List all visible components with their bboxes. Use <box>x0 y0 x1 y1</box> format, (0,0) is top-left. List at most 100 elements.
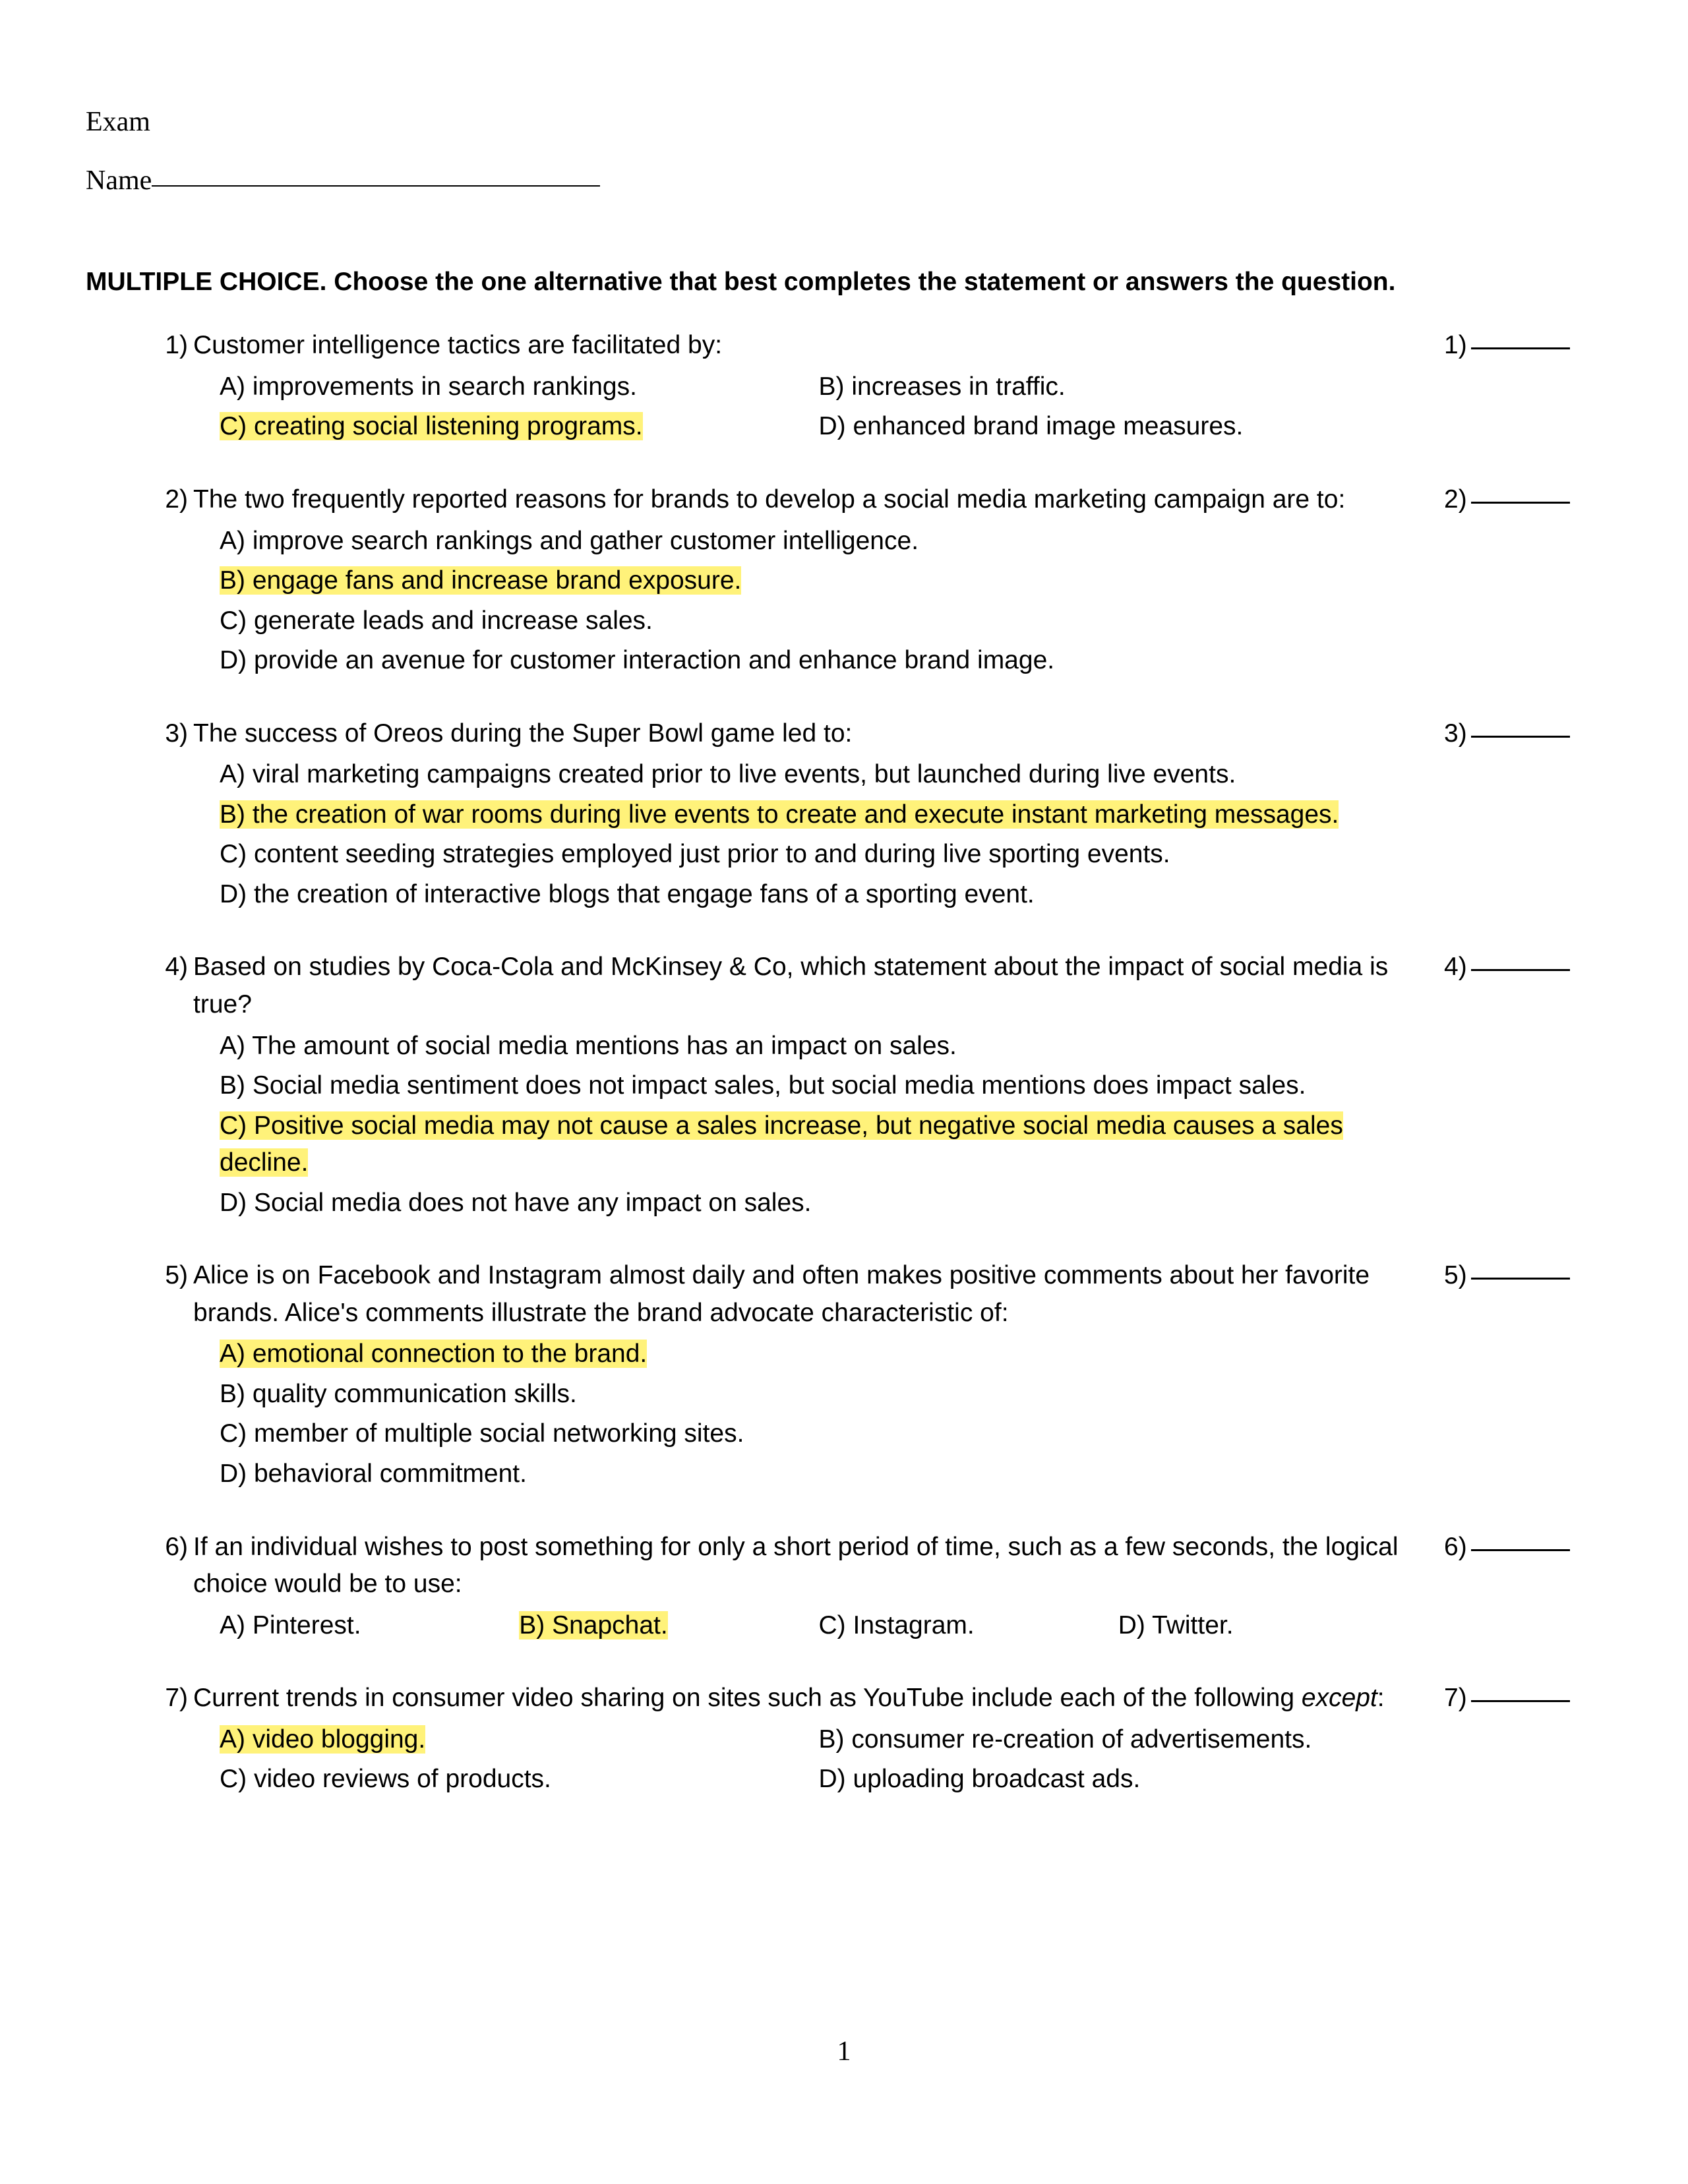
question-number: 3) <box>86 715 193 916</box>
question-number: 7) <box>86 1680 193 1801</box>
answer-number: 7) <box>1444 1684 1467 1712</box>
section-lead: MULTIPLE CHOICE. <box>86 268 326 296</box>
option: A) Pinterest. <box>220 1607 519 1645</box>
name-label: Name <box>86 165 152 196</box>
option: B) consumer re-creation of advertisement… <box>819 1721 1418 1759</box>
option-text: B) engage fans and increase brand exposu… <box>220 566 741 595</box>
option-text: D) enhanced brand image measures. <box>819 412 1244 440</box>
option: A) viral marketing campaigns created pri… <box>220 756 1418 794</box>
option: D) uploading broadcast ads. <box>819 1761 1418 1798</box>
option: C) creating social listening programs. <box>220 408 819 446</box>
option: C) member of multiple social networking … <box>220 1415 1418 1453</box>
option: B) engage fans and increase brand exposu… <box>220 562 1418 600</box>
option: A) improvements in search rankings. <box>220 369 819 406</box>
answer-blank[interactable] <box>1471 347 1570 349</box>
answer-slot: 3) <box>1444 715 1602 916</box>
option: D) Social media does not have any impact… <box>220 1185 1418 1222</box>
option-text: B) quality communication skills. <box>220 1380 577 1408</box>
answer-number: 1) <box>1444 331 1467 359</box>
options: A) emotional connection to the brand. B) … <box>193 1336 1418 1492</box>
option-text: D) provide an avenue for customer intera… <box>220 646 1054 674</box>
answer-slot: 2) <box>1444 481 1602 682</box>
option: C) video reviews of products. <box>220 1761 819 1798</box>
section-rest: Choose the one alternative that best com… <box>326 268 1395 296</box>
option: C) content seeding strategies employed j… <box>220 836 1418 873</box>
question-stem: The success of Oreos during the Super Bo… <box>193 715 1418 753</box>
option-text: D) behavioral commitment. <box>220 1460 527 1488</box>
option: A) improve search rankings and gather cu… <box>220 523 1418 560</box>
question-number: 2) <box>86 481 193 682</box>
question-block: 3)The success of Oreos during the Super … <box>86 715 1602 916</box>
answer-blank[interactable] <box>1471 969 1570 971</box>
option-text: C) generate leads and increase sales. <box>220 606 653 635</box>
option-text: B) consumer re-creation of advertisement… <box>819 1725 1312 1754</box>
option-text: B) Snapchat. <box>519 1611 667 1639</box>
option-text: C) Positive social media may not cause a… <box>220 1111 1343 1177</box>
option-text: C) content seeding strategies employed j… <box>220 840 1170 868</box>
answer-blank[interactable] <box>1471 1549 1570 1551</box>
option: C) Instagram. <box>819 1607 1118 1645</box>
page-number: 1 <box>0 2032 1688 2072</box>
options: A) improvements in search rankings.B) in… <box>193 369 1418 448</box>
question-stem: If an individual wishes to post somethin… <box>193 1529 1418 1603</box>
option-text: B) Social media sentiment does not impac… <box>220 1071 1306 1100</box>
answer-blank[interactable] <box>1471 1278 1570 1280</box>
option: D) Twitter. <box>1118 1607 1418 1645</box>
option-text: C) creating social listening programs. <box>220 412 643 440</box>
option: C) generate leads and increase sales. <box>220 603 1418 640</box>
question-body: If an individual wishes to post somethin… <box>193 1529 1444 1647</box>
question-number: 4) <box>86 949 193 1224</box>
exam-page: Exam Name MULTIPLE CHOICE. Choose the on… <box>0 0 1688 2184</box>
option: D) provide an avenue for customer intera… <box>220 642 1418 680</box>
question-block: 1) Customer intelligence tactics are faci… <box>86 327 1602 448</box>
question-stem: The two frequently reported reasons for … <box>193 481 1418 519</box>
question-block: 4)Based on studies by Coca-Cola and McKi… <box>86 949 1602 1224</box>
question-body: The two frequently reported reasons for … <box>193 481 1444 682</box>
name-line: Name <box>86 161 1602 201</box>
question-block: 7)Current trends in consumer video shari… <box>86 1680 1602 1801</box>
answer-slot: 6) <box>1444 1529 1602 1647</box>
question-body: Based on studies by Coca-Cola and McKins… <box>193 949 1444 1224</box>
question-stem: Customer intelligence tactics are facili… <box>193 327 1418 365</box>
answer-number: 3) <box>1444 719 1467 748</box>
option: B) quality communication skills. <box>220 1376 1418 1413</box>
option-text: B) the creation of war rooms during live… <box>220 800 1339 829</box>
question-stem: Alice is on Facebook and Instagram almos… <box>193 1257 1418 1332</box>
name-blank[interactable] <box>152 185 600 187</box>
options: A) improve search rankings and gather cu… <box>193 523 1418 680</box>
answer-blank[interactable] <box>1471 736 1570 738</box>
question-number: 5) <box>86 1257 193 1495</box>
option-text: A) improve search rankings and gather cu… <box>220 527 919 555</box>
option-text: D) Twitter. <box>1118 1611 1234 1639</box>
answer-number: 4) <box>1444 953 1467 981</box>
question-block: 6) If an individual wishes to post someth… <box>86 1529 1602 1647</box>
options: A) viral marketing campaigns created pri… <box>193 756 1418 913</box>
option-text: D) Social media does not have any impact… <box>220 1189 811 1217</box>
answer-slot: 4) <box>1444 949 1602 1224</box>
answer-blank[interactable] <box>1471 1700 1570 1702</box>
option: B) Social media sentiment does not impac… <box>220 1067 1418 1105</box>
option: D) enhanced brand image measures. <box>819 408 1418 446</box>
answer-number: 6) <box>1444 1533 1467 1561</box>
questions-container: 1) Customer intelligence tactics are faci… <box>86 327 1602 1801</box>
question-body: Current trends in consumer video sharing… <box>193 1680 1444 1801</box>
answer-number: 5) <box>1444 1261 1467 1289</box>
option: B) the creation of war rooms during live… <box>220 796 1418 834</box>
option-text: B) increases in traffic. <box>819 372 1066 401</box>
option: B) Snapchat. <box>519 1607 818 1645</box>
answer-slot: 5) <box>1444 1257 1602 1495</box>
option-text: C) member of multiple social networking … <box>220 1419 744 1448</box>
question-block: 2)The two frequently reported reasons fo… <box>86 481 1602 682</box>
answer-blank[interactable] <box>1471 502 1570 504</box>
options: A) Pinterest. B) Snapchat. C) Instagram. D)… <box>193 1607 1418 1647</box>
option-text: D) the creation of interactive blogs tha… <box>220 880 1035 908</box>
option-text: C) Instagram. <box>819 1611 975 1639</box>
option: C) Positive social media may not cause a… <box>220 1107 1418 1182</box>
option-text: A) video blogging. <box>220 1725 425 1754</box>
option-text: A) Pinterest. <box>220 1611 361 1639</box>
question-body: Customer intelligence tactics are facili… <box>193 327 1444 448</box>
options: A) The amount of social media mentions h… <box>193 1028 1418 1222</box>
option: A) emotional connection to the brand. <box>220 1336 1418 1373</box>
option: D) behavioral commitment. <box>220 1456 1418 1493</box>
question-body: The success of Oreos during the Super Bo… <box>193 715 1444 916</box>
